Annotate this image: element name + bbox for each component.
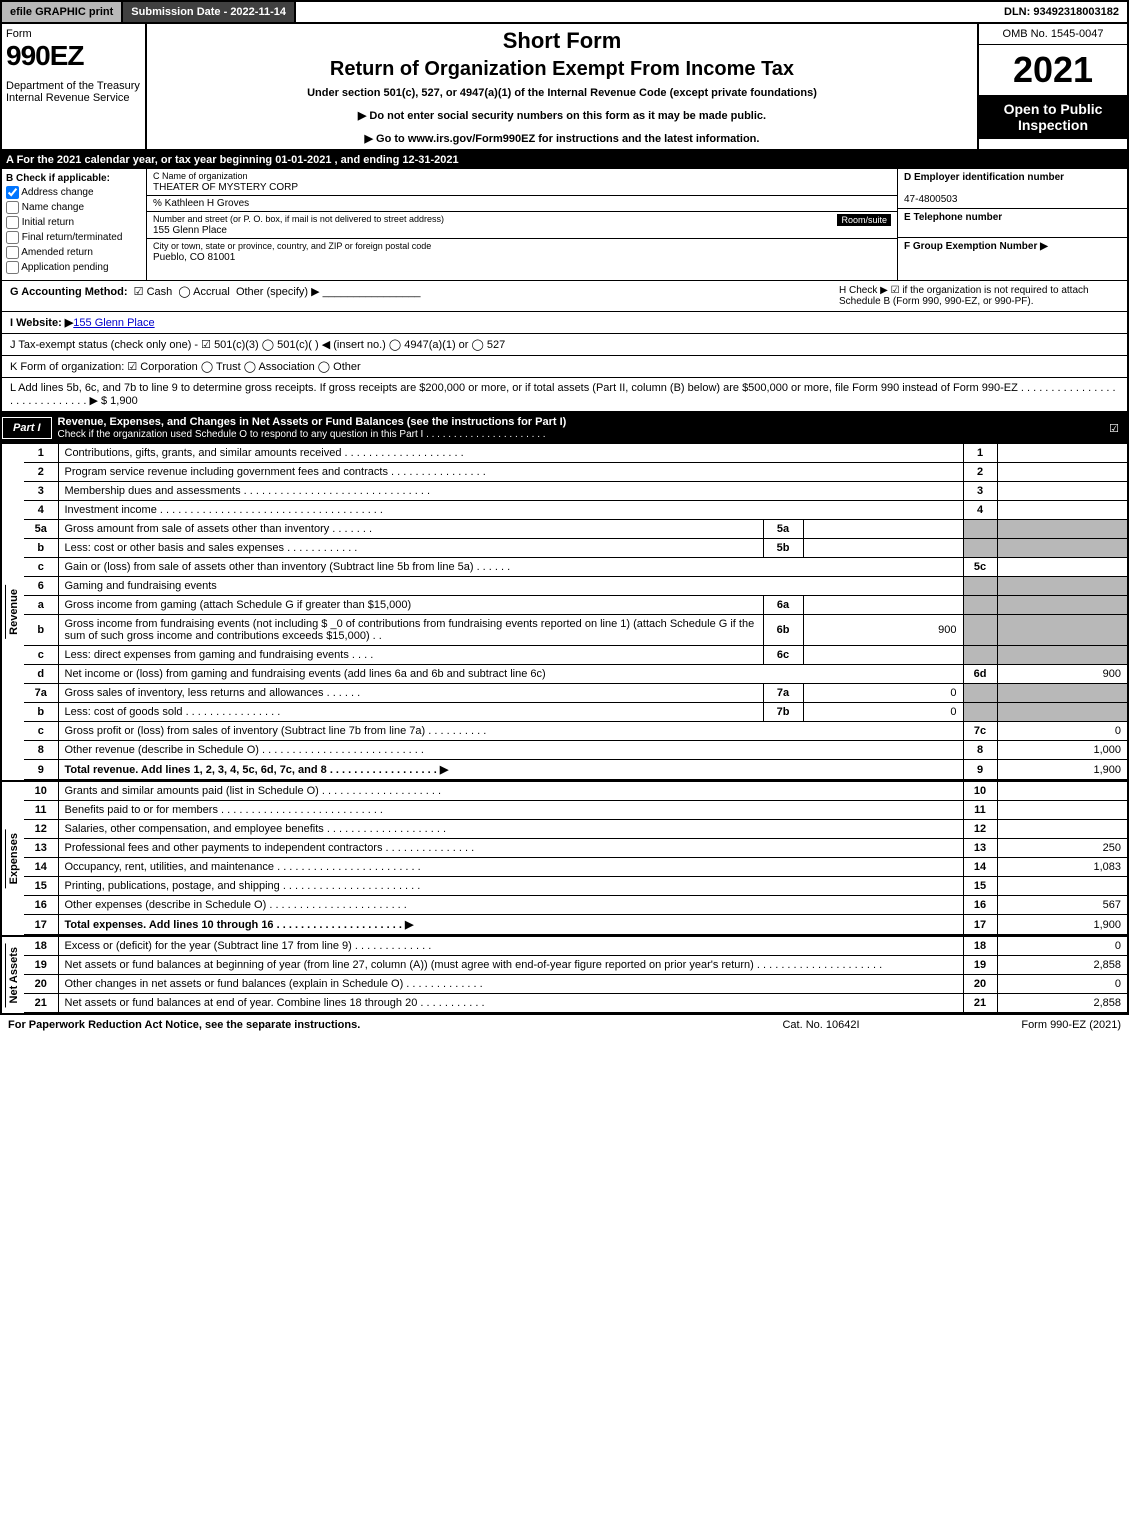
line-5b: bLess: cost or other basis and sales exp… <box>24 539 1127 558</box>
line-16: 16Other expenses (describe in Schedule O… <box>24 896 1127 915</box>
f-group: F Group Exemption Number ▶ <box>898 238 1127 255</box>
expenses-section: Expenses 10Grants and similar amounts pa… <box>0 782 1129 937</box>
line-13: 13Professional fees and other payments t… <box>24 839 1127 858</box>
line-1: 1Contributions, gifts, grants, and simil… <box>24 444 1127 463</box>
checkbox-icon[interactable] <box>6 186 19 199</box>
chk-app-pending[interactable]: Application pending <box>6 261 142 274</box>
revenue-side-label: Revenue <box>2 444 24 780</box>
line-6b: bGross income from fundraising events (n… <box>24 615 1127 646</box>
line-5a: 5aGross amount from sale of assets other… <box>24 520 1127 539</box>
line-6c: cLess: direct expenses from gaming and f… <box>24 646 1127 665</box>
c-org-name: C Name of organization THEATER OF MYSTER… <box>147 169 897 196</box>
website-link[interactable]: 155 Glenn Place <box>73 317 154 329</box>
line-g-h: G Accounting Method: ☑ Cash ◯ Accrual Ot… <box>0 281 1129 312</box>
expenses-side-label: Expenses <box>2 782 24 935</box>
form-header: Form 990EZ Department of the Treasury In… <box>0 24 1129 151</box>
chk-initial-return[interactable]: Initial return <box>6 216 142 229</box>
note-link: ▶ Go to www.irs.gov/Form990EZ for instru… <box>151 132 973 145</box>
line-10: 10Grants and similar amounts paid (list … <box>24 782 1127 801</box>
page-footer: For Paperwork Reduction Act Notice, see … <box>0 1015 1129 1035</box>
line-17: 17Total expenses. Add lines 10 through 1… <box>24 915 1127 935</box>
line-l-gross: L Add lines 5b, 6c, and 7b to line 9 to … <box>0 378 1129 412</box>
line-7a: 7aGross sales of inventory, less returns… <box>24 684 1127 703</box>
spacer <box>296 2 996 22</box>
efile-print-button[interactable]: efile GRAPHIC print <box>2 2 123 22</box>
top-bar: efile GRAPHIC print Submission Date - 20… <box>0 0 1129 24</box>
line-7b: bLess: cost of goods sold . . . . . . . … <box>24 703 1127 722</box>
column-b: B Check if applicable: Address change Na… <box>2 169 147 280</box>
line-14: 14Occupancy, rent, utilities, and mainte… <box>24 858 1127 877</box>
checkbox-icon[interactable] <box>6 201 19 214</box>
dln-label: DLN: 93492318003182 <box>996 2 1127 22</box>
d-ein: D Employer identification number 47-4800… <box>898 169 1127 209</box>
netassets-section: Net Assets 18Excess or (deficit) for the… <box>0 937 1129 1015</box>
footer-paperwork: For Paperwork Reduction Act Notice, see … <box>8 1019 721 1031</box>
line-3: 3Membership dues and assessments . . . .… <box>24 482 1127 501</box>
header-right: OMB No. 1545-0047 2021 Open to Public In… <box>977 24 1127 149</box>
omb-number: OMB No. 1545-0047 <box>979 24 1127 45</box>
part1-checkbox[interactable]: ☑ <box>1099 418 1129 439</box>
line-8: 8Other revenue (describe in Schedule O) … <box>24 741 1127 760</box>
line-18: 18Excess or (deficit) for the year (Subt… <box>24 937 1127 956</box>
note-ssn: ▶ Do not enter social security numbers o… <box>151 109 973 122</box>
column-c: C Name of organization THEATER OF MYSTER… <box>147 169 897 280</box>
line-j-tax-exempt: J Tax-exempt status (check only one) - ☑… <box>0 334 1129 356</box>
part1-header: Part I Revenue, Expenses, and Changes in… <box>0 412 1129 444</box>
revenue-section: Revenue 1Contributions, gifts, grants, a… <box>0 444 1129 782</box>
form-label: Form <box>6 28 141 40</box>
line-i-website: I Website: ▶155 Glenn Place <box>0 312 1129 334</box>
line-20: 20Other changes in net assets or fund ba… <box>24 975 1127 994</box>
open-public: Open to Public Inspection <box>979 95 1127 139</box>
line-7c: cGross profit or (loss) from sales of in… <box>24 722 1127 741</box>
footer-cat: Cat. No. 10642I <box>721 1019 921 1031</box>
line-6a: aGross income from gaming (attach Schedu… <box>24 596 1127 615</box>
line-9: 9Total revenue. Add lines 1, 2, 3, 4, 5c… <box>24 760 1127 780</box>
line-6: 6Gaming and fundraising events <box>24 577 1127 596</box>
tax-year: 2021 <box>979 45 1127 95</box>
chk-final-return[interactable]: Final return/terminated <box>6 231 142 244</box>
column-d-e-f: D Employer identification number 47-4800… <box>897 169 1127 280</box>
chk-amended[interactable]: Amended return <box>6 246 142 259</box>
c-care-of: % Kathleen H Groves <box>147 196 897 212</box>
line-k-form-org: K Form of organization: ☑ Corporation ◯ … <box>0 356 1129 378</box>
section-b-through-f: B Check if applicable: Address change Na… <box>0 169 1129 281</box>
header-center: Short Form Return of Organization Exempt… <box>147 24 977 149</box>
submission-date-button[interactable]: Submission Date - 2022-11-14 <box>123 2 296 22</box>
chk-address-change[interactable]: Address change <box>6 186 142 199</box>
line-15: 15Printing, publications, postage, and s… <box>24 877 1127 896</box>
revenue-table: 1Contributions, gifts, grants, and simil… <box>24 444 1127 780</box>
form-number: 990EZ <box>6 40 141 72</box>
line-21: 21Net assets or fund balances at end of … <box>24 994 1127 1013</box>
checkbox-icon[interactable] <box>6 246 19 259</box>
header-left: Form 990EZ Department of the Treasury In… <box>2 24 147 149</box>
part1-title: Revenue, Expenses, and Changes in Net As… <box>54 412 1100 444</box>
line-11: 11Benefits paid to or for members . . . … <box>24 801 1127 820</box>
line-5c: cGain or (loss) from sale of assets othe… <box>24 558 1127 577</box>
title-short-form: Short Form <box>151 28 973 54</box>
part1-label: Part I <box>2 417 52 439</box>
chk-name-change[interactable]: Name change <box>6 201 142 214</box>
row-a-period: A For the 2021 calendar year, or tax yea… <box>0 151 1129 169</box>
line-12: 12Salaries, other compensation, and empl… <box>24 820 1127 839</box>
netassets-table: 18Excess or (deficit) for the year (Subt… <box>24 937 1127 1013</box>
dept-text: Department of the Treasury Internal Reve… <box>6 80 141 104</box>
b-header: B Check if applicable: <box>6 173 142 184</box>
netassets-side-label: Net Assets <box>2 937 24 1013</box>
subtitle: Under section 501(c), 527, or 4947(a)(1)… <box>151 87 973 99</box>
footer-form: Form 990-EZ (2021) <box>921 1019 1121 1031</box>
g-accounting: G Accounting Method: ☑ Cash ◯ Accrual Ot… <box>10 285 839 307</box>
line-19: 19Net assets or fund balances at beginni… <box>24 956 1127 975</box>
e-phone: E Telephone number <box>898 209 1127 238</box>
line-6d: dNet income or (loss) from gaming and fu… <box>24 665 1127 684</box>
title-return: Return of Organization Exempt From Incom… <box>151 58 973 81</box>
checkbox-icon[interactable] <box>6 261 19 274</box>
c-address: Number and street (or P. O. box, if mail… <box>147 212 897 239</box>
line-4: 4Investment income . . . . . . . . . . .… <box>24 501 1127 520</box>
line-2: 2Program service revenue including gover… <box>24 463 1127 482</box>
h-check: H Check ▶ ☑ if the organization is not r… <box>839 285 1119 307</box>
checkbox-icon[interactable] <box>6 216 19 229</box>
checkbox-icon[interactable] <box>6 231 19 244</box>
c-city: City or town, state or province, country… <box>147 239 897 265</box>
expenses-table: 10Grants and similar amounts paid (list … <box>24 782 1127 935</box>
